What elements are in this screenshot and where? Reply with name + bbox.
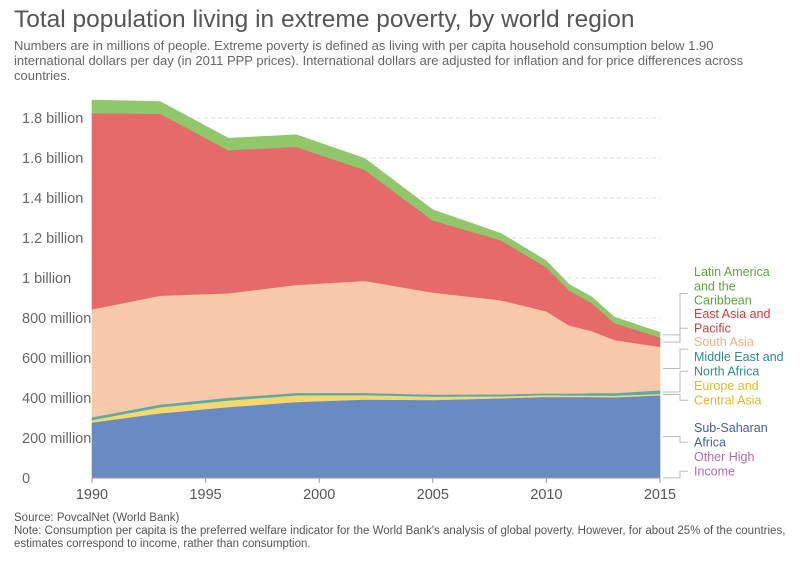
x-tick-label: 2015 [644, 487, 676, 503]
y-tick-label: 1.4 billion [22, 191, 83, 207]
legend-label-latin-america-and-the-caribbean: Latin America and the Caribbean [694, 265, 770, 308]
chart-subtitle: Numbers are in millions of people. Extre… [14, 38, 744, 83]
stacked-areas [91, 99, 661, 479]
legend-leader-line [663, 470, 688, 479]
axes: 0 200 million 400 million 600 million 800 mi… [22, 111, 676, 503]
x-tick-label: 2005 [417, 487, 449, 503]
y-tick-label: 800 million [22, 311, 91, 327]
legend-leader-line [663, 394, 688, 401]
legend-leader-line [663, 292, 688, 336]
legend-label-east-asia-and-pacific: East Asia and Pacific [694, 307, 770, 335]
x-tick-label: 2010 [530, 487, 562, 503]
legend-label-europe-and-central-asia: Europe and Central Asia [694, 379, 761, 407]
x-tick-label: 1995 [189, 487, 221, 503]
y-tick-label: 0 [22, 471, 30, 487]
y-tick-label: 200 million [22, 431, 91, 447]
x-tick-label: 2000 [303, 487, 335, 503]
footer: Source: PovcalNet (World Bank) Note: Con… [14, 512, 789, 551]
legend-leader-line [663, 348, 688, 369]
y-tick-label: 1.8 billion [22, 111, 83, 127]
legend-label-middle-east-and-north-africa: Middle East and North Africa [694, 350, 784, 378]
area-latin-america-and-the-caribbean [91, 99, 661, 338]
legend-leader-line [663, 436, 688, 443]
source-text: Source: PovcalNet (World Bank) [14, 512, 180, 524]
x-tick-label: 1990 [76, 487, 108, 503]
legend-label-other-high-income: Other High Income [694, 450, 754, 478]
y-tick-label: 400 million [22, 391, 91, 407]
y-tick-label: 1.6 billion [22, 151, 83, 167]
y-tick-label: 600 million [22, 351, 91, 367]
legend-leader-line [663, 370, 688, 393]
legend-label-sub-saharan-africa: Sub-Saharan Africa [694, 421, 768, 449]
y-tick-label: 1.2 billion [22, 231, 83, 247]
chart-title: Total population living in extreme pover… [14, 6, 635, 33]
note-text: Note: Consumption per capita is the pref… [14, 525, 786, 550]
y-tick-label: 1 billion [22, 271, 71, 287]
legend-label-south-asia: South Asia [694, 335, 754, 349]
